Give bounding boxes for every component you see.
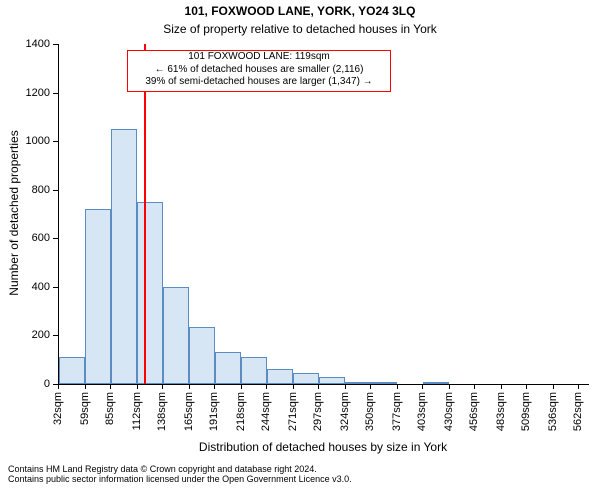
y-tick-label: 0: [18, 378, 50, 390]
annotation-box: 101 FOXWOOD LANE: 119sqm← 61% of detache…: [127, 50, 391, 92]
x-tick-mark: [474, 384, 475, 389]
y-tick-label: 1200: [18, 87, 50, 99]
x-tick-mark: [293, 384, 294, 389]
x-tick-label: 112sqm: [131, 392, 143, 442]
x-tick-mark: [370, 384, 371, 389]
y-tick-label: 400: [18, 281, 50, 293]
y-tick-mark: [53, 93, 58, 94]
x-tick-label: 165sqm: [183, 392, 195, 442]
x-tick-label: 377sqm: [391, 392, 403, 442]
annotation-line-3: 39% of semi-detached houses are larger (…: [128, 76, 390, 89]
y-tick-mark: [53, 238, 58, 239]
histogram-bar: [189, 327, 215, 384]
histogram-bar: [137, 202, 163, 384]
x-tick-mark: [345, 384, 346, 389]
histogram-bar: [423, 382, 449, 384]
x-tick-mark: [241, 384, 242, 389]
x-tick-label: 32sqm: [52, 392, 64, 442]
x-tick-mark: [137, 384, 138, 389]
histogram-bar: [111, 129, 137, 384]
x-tick-mark: [162, 384, 163, 389]
x-tick-label: 456sqm: [468, 392, 480, 442]
x-tick-mark: [318, 384, 319, 389]
histogram-bar: [85, 209, 111, 384]
x-tick-mark: [110, 384, 111, 389]
x-tick-mark: [578, 384, 579, 389]
y-tick-mark: [53, 190, 58, 191]
footer-attribution: Contains HM Land Registry data © Crown c…: [8, 464, 352, 484]
footer-line-2: Contains public sector information licen…: [8, 474, 352, 484]
y-tick-mark: [53, 335, 58, 336]
x-axis-label: Distribution of detached houses by size …: [58, 440, 588, 454]
y-tick-mark: [53, 44, 58, 45]
histogram-bar: [241, 357, 267, 384]
y-tick-label: 200: [18, 329, 50, 341]
histogram-bar: [345, 382, 371, 384]
x-tick-mark: [214, 384, 215, 389]
chart-title-main: 101, FOXWOOD LANE, YORK, YO24 3LQ: [0, 4, 600, 18]
x-tick-mark: [553, 384, 554, 389]
annotation-line-1: 101 FOXWOOD LANE: 119sqm: [128, 51, 390, 64]
histogram-bar: [293, 373, 319, 384]
histogram-bar: [319, 377, 345, 384]
x-tick-label: 297sqm: [312, 392, 324, 442]
x-tick-mark: [58, 384, 59, 389]
x-tick-mark: [501, 384, 502, 389]
x-tick-mark: [526, 384, 527, 389]
x-tick-label: 191sqm: [208, 392, 220, 442]
annotation-line-2: ← 61% of detached houses are smaller (2,…: [128, 64, 390, 77]
x-tick-label: 59sqm: [79, 392, 91, 442]
x-tick-label: 350sqm: [364, 392, 376, 442]
x-tick-mark: [449, 384, 450, 389]
y-tick-label: 800: [18, 184, 50, 196]
x-tick-mark: [266, 384, 267, 389]
histogram-bar: [59, 357, 85, 384]
x-tick-label: 509sqm: [520, 392, 532, 442]
y-tick-label: 600: [18, 232, 50, 244]
x-tick-label: 483sqm: [495, 392, 507, 442]
footer-line-1: Contains HM Land Registry data © Crown c…: [8, 464, 352, 474]
x-tick-label: 244sqm: [260, 392, 272, 442]
x-tick-label: 324sqm: [339, 392, 351, 442]
histogram-bar: [163, 287, 189, 384]
chart-title-sub: Size of property relative to detached ho…: [0, 22, 600, 36]
histogram-bar: [267, 369, 293, 384]
x-tick-mark: [189, 384, 190, 389]
y-tick-mark: [53, 141, 58, 142]
x-tick-label: 271sqm: [287, 392, 299, 442]
x-tick-label: 138sqm: [156, 392, 168, 442]
x-tick-label: 85sqm: [104, 392, 116, 442]
y-tick-label: 1000: [18, 135, 50, 147]
property-marker-line: [144, 44, 146, 384]
x-tick-label: 562sqm: [572, 392, 584, 442]
x-tick-mark: [397, 384, 398, 389]
x-tick-label: 218sqm: [235, 392, 247, 442]
x-tick-label: 536sqm: [547, 392, 559, 442]
histogram-bar: [215, 352, 241, 384]
y-tick-label: 1400: [18, 38, 50, 50]
histogram-bar: [371, 382, 397, 384]
x-tick-label: 403sqm: [416, 392, 428, 442]
x-tick-label: 430sqm: [443, 392, 455, 442]
histogram-plot-area: [58, 44, 589, 385]
x-tick-mark: [85, 384, 86, 389]
x-tick-mark: [422, 384, 423, 389]
y-tick-mark: [53, 287, 58, 288]
